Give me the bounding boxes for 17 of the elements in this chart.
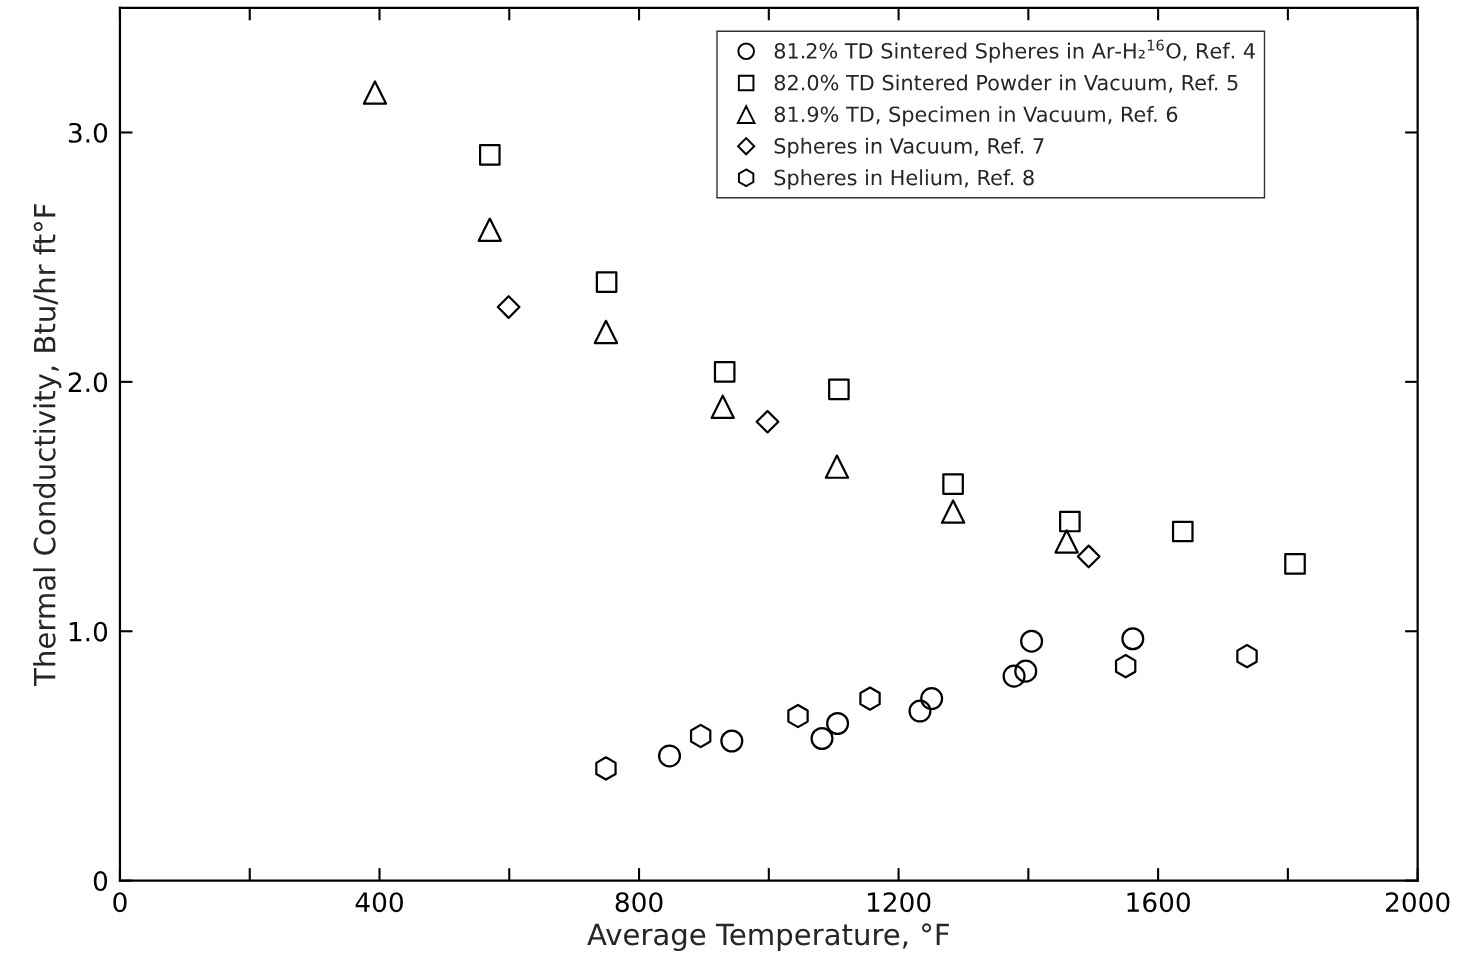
- legend-label: Spheres in Helium, Ref. 8: [774, 169, 1034, 190]
- legend-label: 81.9% TD, Specimen in Vacuum, Ref. 6: [774, 106, 1178, 127]
- x-tick-label: 1600: [1127, 892, 1190, 913]
- x-tick-label: 1200: [867, 892, 931, 913]
- y-axis-title: Thermal Conductivity, Btu/hr ft°F: [33, 204, 62, 686]
- y-tick-label: 3.0: [68, 122, 108, 143]
- x-axis-title: Average Temperature, °F: [587, 923, 949, 952]
- y-tick-label: 1.0: [69, 621, 108, 642]
- x-tick-label: 0: [113, 892, 127, 913]
- legend-label: 81.2% TD Sintered Spheres in Ar-H₂$^{16}$O, Ref. 4: [774, 39, 1255, 63]
- legend-label: Spheres in Vacuum, Ref. 7: [774, 137, 1044, 158]
- x-tick-label: 800: [615, 892, 663, 913]
- y-tick-label: 0: [93, 871, 108, 892]
- x-tick-label: 400: [355, 892, 403, 913]
- y-tick-label: 2.0: [68, 372, 108, 393]
- x-tick-label: 2000: [1386, 892, 1450, 913]
- legend-label: 82.0% TD Sintered Powder in Vacuum, Ref. 5: [774, 74, 1238, 93]
